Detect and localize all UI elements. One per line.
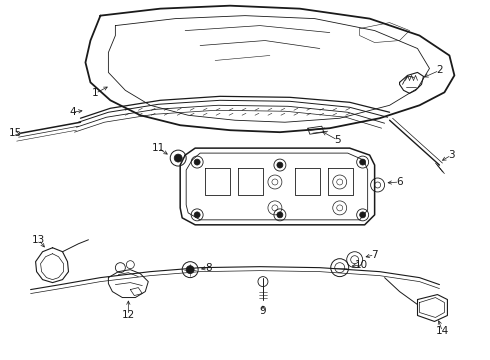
Circle shape [174, 154, 182, 162]
Text: 5: 5 [334, 135, 341, 145]
Text: 2: 2 [436, 66, 443, 76]
Text: 14: 14 [436, 327, 449, 336]
Text: 8: 8 [205, 263, 211, 273]
Text: 13: 13 [32, 235, 45, 245]
Text: 4: 4 [69, 107, 76, 117]
Text: 9: 9 [260, 306, 266, 316]
Text: 11: 11 [151, 143, 165, 153]
Text: 1: 1 [92, 88, 99, 98]
Circle shape [194, 212, 200, 218]
Text: 12: 12 [122, 310, 135, 320]
Text: 3: 3 [448, 150, 455, 160]
Circle shape [186, 266, 194, 274]
Circle shape [360, 212, 366, 218]
Circle shape [277, 162, 283, 168]
Circle shape [194, 159, 200, 165]
Circle shape [277, 212, 283, 218]
Text: 6: 6 [396, 177, 403, 187]
Circle shape [360, 159, 366, 165]
Text: 10: 10 [355, 260, 368, 270]
Text: 15: 15 [9, 128, 22, 138]
Text: 7: 7 [371, 250, 378, 260]
